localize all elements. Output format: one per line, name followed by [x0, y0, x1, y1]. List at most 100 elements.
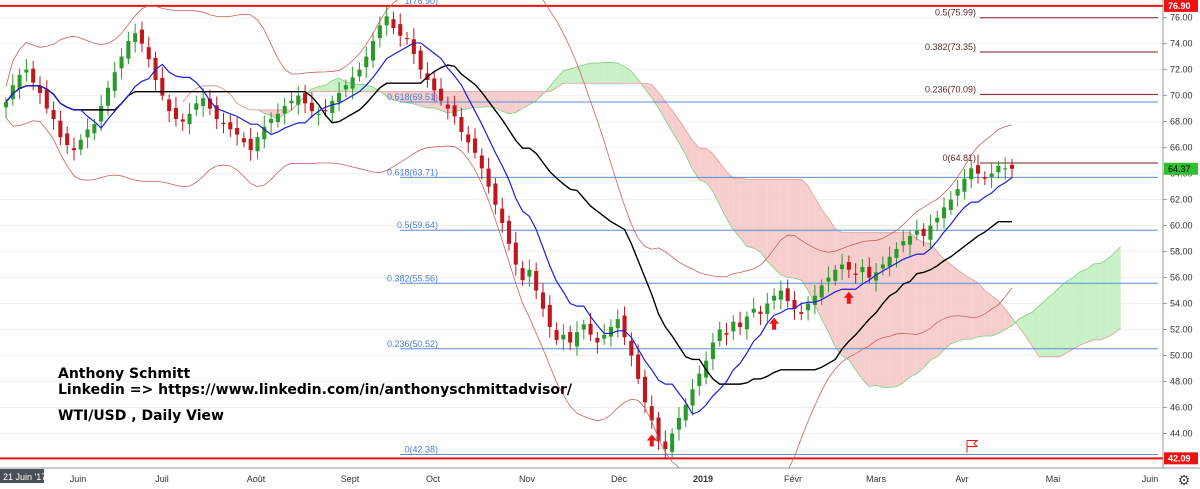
start-date-label: 21 Juin '17	[3, 472, 46, 482]
candle-body	[44, 89, 49, 109]
candle	[194, 95, 199, 117]
price-tick-label: 62.00	[1170, 195, 1193, 205]
level-price-label: 42.09	[1168, 453, 1191, 463]
ichimoku-cloud-segment	[855, 232, 863, 380]
candle	[221, 112, 226, 134]
candle	[432, 72, 437, 102]
candle	[513, 231, 518, 276]
candle-body	[282, 105, 287, 114]
candle	[928, 214, 933, 249]
candle	[167, 94, 172, 123]
fib-retracement-label: 0.5(59.64)	[397, 220, 438, 230]
candle-body	[187, 113, 192, 125]
ichimoku-cloud-segment	[692, 140, 700, 180]
candle	[506, 215, 512, 251]
candle-body	[248, 138, 253, 151]
fib-extension-label: 0.236(70.09)	[925, 84, 976, 94]
candle	[778, 280, 783, 310]
gear-icon[interactable]: ⚙	[1177, 472, 1191, 488]
candle	[982, 171, 987, 186]
ichimoku-cloud-segment	[678, 119, 686, 156]
candle-body	[309, 102, 314, 112]
candle	[595, 331, 600, 354]
ichimoku-cloud-segment	[937, 251, 945, 357]
candle-body	[663, 441, 668, 450]
price-tick-label: 72.00	[1170, 65, 1193, 75]
candle	[303, 84, 308, 114]
ichimoku-cloud-segment	[1066, 277, 1074, 353]
ichimoku-cloud-segment	[944, 259, 951, 350]
candle	[975, 154, 981, 184]
candle	[391, 11, 396, 35]
fib-extension-label: 0.382(73.35)	[925, 42, 976, 52]
candle-body	[914, 230, 919, 235]
candle-body	[126, 40, 131, 59]
candle-body	[486, 168, 491, 187]
signal-arrow-icon	[843, 291, 854, 304]
ichimoku-cloud-segment	[923, 242, 931, 368]
candle-body	[1009, 164, 1015, 169]
candle	[133, 23, 138, 53]
candle-body	[228, 122, 233, 130]
last-price-tag	[1164, 162, 1198, 175]
candle	[364, 46, 369, 79]
tenkan-sen-line	[5, 42, 1013, 415]
candle	[486, 157, 491, 194]
candle-body	[384, 16, 389, 26]
candle	[520, 261, 525, 286]
candle-body	[391, 19, 396, 28]
candle	[710, 333, 715, 371]
candle-body	[806, 303, 811, 311]
candle-body	[710, 342, 715, 360]
candle	[357, 62, 362, 82]
candle	[547, 295, 552, 338]
time-axis-label: Sept	[341, 474, 360, 484]
candle-body	[989, 173, 994, 177]
time-axis-label: Août	[247, 474, 266, 484]
candle-body	[418, 50, 423, 70]
ichimoku-cloud-segment	[821, 209, 829, 333]
price-tick-label: 70.00	[1170, 91, 1193, 101]
ichimoku-cloud-segment	[957, 269, 965, 342]
candle-body	[676, 417, 681, 430]
candle-body	[874, 272, 879, 281]
candle	[207, 89, 212, 115]
ichimoku-cloud-segment	[733, 178, 741, 238]
candle-body	[656, 417, 661, 442]
price-tick-label: 68.00	[1170, 117, 1193, 127]
price-axis-bg	[1163, 0, 1200, 468]
ichimoku-cloud-segment	[978, 282, 985, 337]
candle	[867, 257, 872, 284]
candle-body	[908, 235, 913, 245]
ichimoku-cloud-segment	[1005, 308, 1012, 330]
price-tick-label: 58.00	[1170, 247, 1193, 257]
ichimoku-cloud-segment	[420, 91, 428, 108]
candle	[819, 279, 824, 306]
ichimoku-cloud-segment	[998, 300, 1006, 334]
candle-body	[622, 315, 627, 338]
candle	[574, 321, 580, 356]
candle	[228, 114, 233, 137]
candle-body	[58, 120, 63, 138]
fib-retracement-label: 0.382(55.56)	[387, 273, 438, 283]
candle	[51, 101, 56, 130]
ichimoku-cloud-segment	[950, 264, 958, 344]
ichimoku-cloud-segment	[509, 91, 516, 114]
candle-body	[955, 189, 960, 196]
ichimoku-cloud-segment	[407, 91, 414, 105]
candle	[833, 264, 838, 286]
candle-body	[928, 225, 933, 240]
candle	[636, 344, 641, 384]
ichimoku-cloud-segment	[597, 62, 605, 84]
candle-body	[731, 321, 736, 332]
candle	[201, 88, 206, 118]
ichimoku-cloud-segment	[386, 91, 394, 101]
price-tick-label: 54.00	[1170, 299, 1193, 309]
candle	[874, 262, 879, 292]
candle	[126, 31, 131, 65]
candle-body	[527, 269, 532, 277]
candle	[99, 95, 104, 132]
candle-body	[812, 295, 817, 305]
candle	[846, 255, 851, 278]
candle	[744, 311, 749, 340]
